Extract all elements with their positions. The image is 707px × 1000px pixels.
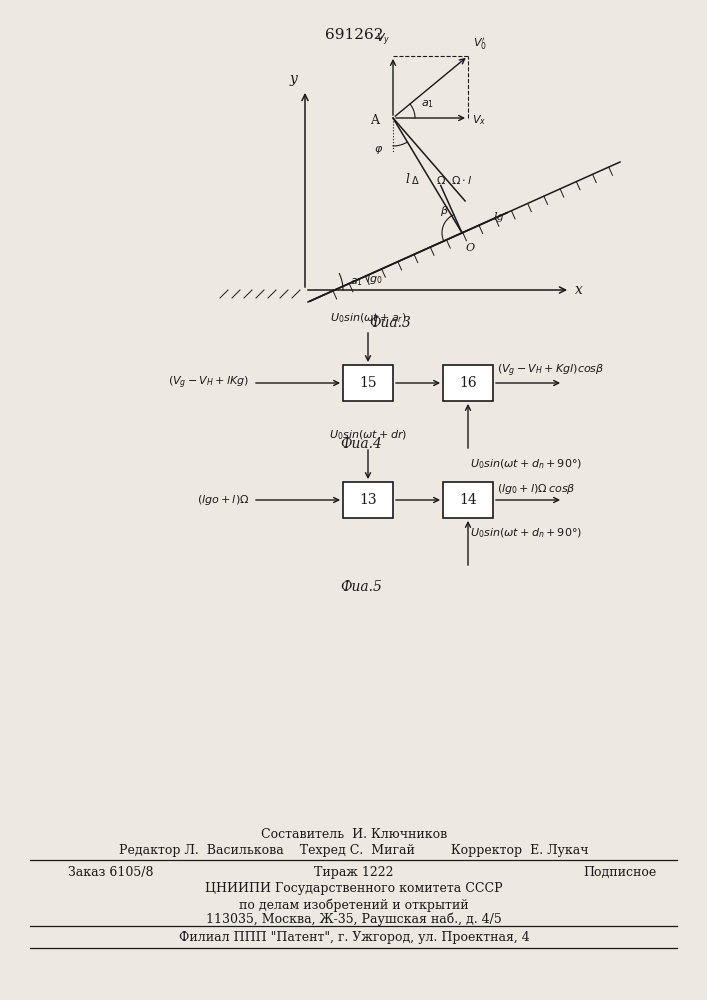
- Text: $a_1$: $a_1$: [350, 276, 363, 288]
- Text: $(V_g-V_H+lKg)$: $(V_g-V_H+lKg)$: [168, 375, 249, 391]
- Text: $\varphi$: $\varphi$: [375, 144, 384, 156]
- Text: 691262: 691262: [325, 28, 383, 42]
- Text: $U_0 sin(\omega t+dr)$: $U_0 sin(\omega t+dr)$: [329, 428, 407, 442]
- Text: $\beta$: $\beta$: [440, 204, 448, 218]
- Text: ЦНИИПИ Государственного комитета СССР: ЦНИИПИ Государственного комитета СССР: [205, 882, 503, 895]
- Text: $lg_0$: $lg_0$: [366, 272, 382, 286]
- Text: Фиа.5: Фиа.5: [340, 580, 382, 594]
- Text: y: y: [289, 72, 297, 86]
- Text: 15: 15: [359, 376, 377, 390]
- Text: Тираж 1222: Тираж 1222: [314, 866, 394, 879]
- Bar: [343, 365, 393, 401]
- Text: $V_0'$: $V_0'$: [473, 36, 487, 52]
- Text: $\Omega$: $\Omega$: [436, 174, 446, 186]
- Text: по делам изобретений и открытий: по делам изобретений и открытий: [239, 898, 469, 912]
- Text: lg: lg: [493, 212, 504, 222]
- Text: l: l: [406, 173, 409, 186]
- Text: 113035, Москва, Ж-35, Раушская наб., д. 4/5: 113035, Москва, Ж-35, Раушская наб., д. …: [206, 912, 502, 926]
- Text: Фиа.3: Фиа.3: [369, 316, 411, 330]
- Text: Фиа.4: Фиа.4: [340, 437, 382, 451]
- Text: $U_0 sin(\omega t+d_n+90°)$: $U_0 sin(\omega t+d_n+90°)$: [470, 457, 582, 471]
- Text: Подписное: Подписное: [583, 866, 657, 879]
- Text: $V_y$: $V_y$: [375, 32, 390, 48]
- Text: O: O: [466, 243, 475, 253]
- Text: Филиал ППП "Патент", г. Ужгород, ул. Проектная, 4: Филиал ППП "Патент", г. Ужгород, ул. Про…: [179, 931, 530, 944]
- Text: Редактор Л.  Василькова    Техред С.  Мигай         Корректор  Е. Лукач: Редактор Л. Василькова Техред С. Мигай К…: [119, 844, 589, 857]
- Bar: [343, 482, 393, 518]
- Text: A: A: [370, 113, 379, 126]
- Text: $(V_g-V_H+Kgl)cos\beta$: $(V_g-V_H+Kgl)cos\beta$: [497, 363, 604, 379]
- Text: Заказ 6105/8: Заказ 6105/8: [68, 866, 153, 879]
- Text: $a_1$: $a_1$: [421, 98, 434, 110]
- Text: $V_x$: $V_x$: [472, 113, 486, 127]
- Text: 14: 14: [459, 493, 477, 507]
- Text: $U_0 sin(\omega t+d_n+90°)$: $U_0 sin(\omega t+d_n+90°)$: [470, 526, 582, 540]
- Text: $\Delta$: $\Delta$: [411, 174, 419, 186]
- Bar: [443, 482, 493, 518]
- Text: 13: 13: [359, 493, 377, 507]
- Text: x: x: [575, 283, 583, 297]
- Text: $(lg_0+l)\Omega\,cos\beta$: $(lg_0+l)\Omega\,cos\beta$: [497, 482, 575, 496]
- Bar: [443, 365, 493, 401]
- Text: Составитель  И. Ключников: Составитель И. Ключников: [261, 828, 447, 841]
- Text: $U_0 sin(\omega t+a_r)$: $U_0 sin(\omega t+a_r)$: [329, 311, 407, 325]
- Text: 16: 16: [459, 376, 477, 390]
- Text: $(lgo+l)\Omega$: $(lgo+l)\Omega$: [197, 493, 249, 507]
- Text: $\Omega \cdot l$: $\Omega \cdot l$: [450, 174, 472, 186]
